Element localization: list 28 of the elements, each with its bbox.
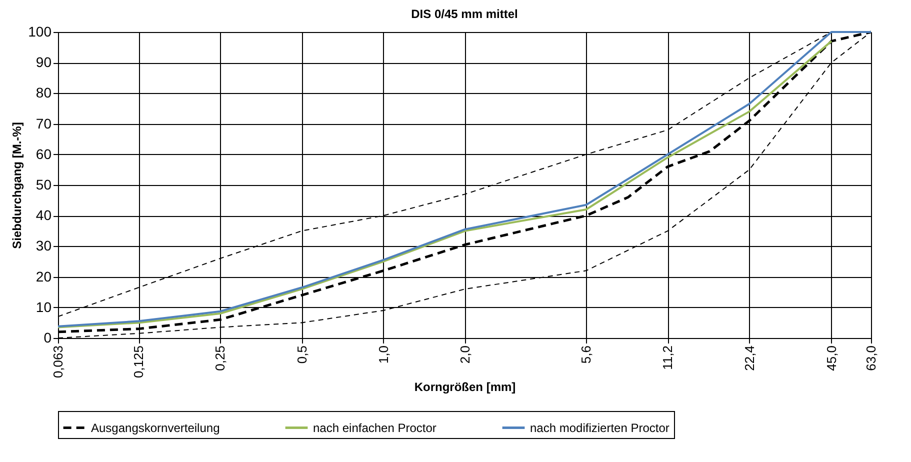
y-tick-label: 90 xyxy=(36,54,52,70)
x-tick-label: 63,0 xyxy=(864,346,878,371)
y-tick-label: 40 xyxy=(36,207,52,224)
x-tick-label: 22,4 xyxy=(742,346,757,371)
y-tick-label: 50 xyxy=(36,176,52,192)
y-tick-label: 30 xyxy=(36,238,52,254)
legend-label: nach einfachen Proctor xyxy=(313,420,436,435)
chart-title: DIS 0/45 mm mittel xyxy=(411,7,518,21)
x-tick-label: 1,0 xyxy=(376,346,391,364)
y-tick-label: 100 xyxy=(28,24,52,40)
y-tick-label: 20 xyxy=(36,268,52,284)
y-axis-title: Siebdurchgang [M.-%] xyxy=(10,122,24,249)
y-tick-label: 70 xyxy=(36,115,52,132)
x-tick-label: 11,2 xyxy=(660,346,676,370)
x-tick-label: 0,125 xyxy=(131,346,146,378)
x-tick-label: 0,25 xyxy=(212,346,228,371)
x-tick-label: 0,063 xyxy=(50,346,66,378)
legend-label: nach modifizierten Proctor xyxy=(530,420,670,435)
y-tick-label: 60 xyxy=(36,146,52,162)
legend-label: Ausgangskornverteilung xyxy=(91,420,220,435)
x-tick-label: 45,0 xyxy=(824,346,839,371)
y-tick-label: 80 xyxy=(36,84,52,101)
y-tick-label: 10 xyxy=(36,298,52,315)
x-tick-label: 0,5 xyxy=(294,346,310,364)
x-axis-title: Korngrößen [mm] xyxy=(414,380,516,394)
x-tick-label: 5,6 xyxy=(578,346,594,364)
y-tick-label: 0 xyxy=(44,330,52,346)
x-tick-label: 2,0 xyxy=(457,346,472,364)
